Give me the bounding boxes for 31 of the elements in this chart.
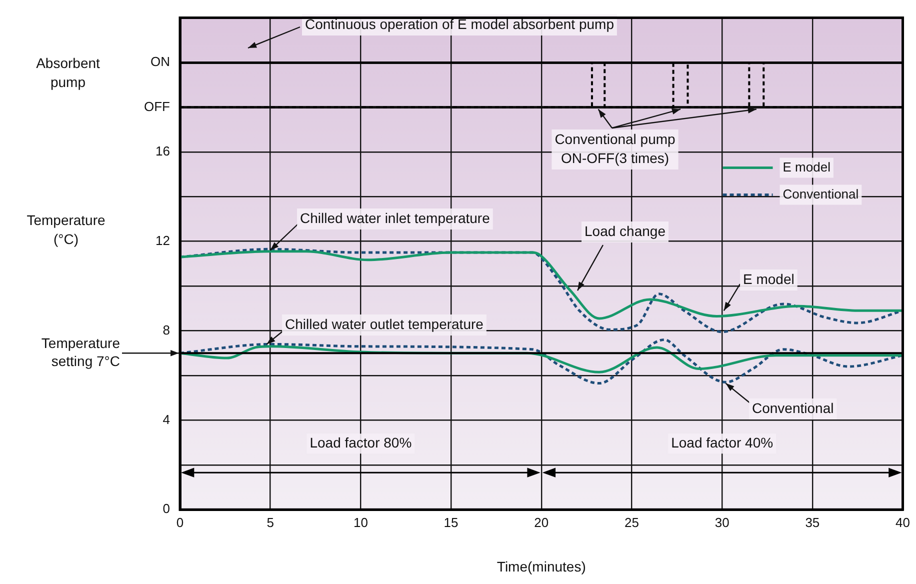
y-axis-title: Temperature (°C) <box>26 212 106 248</box>
annotation: Load change <box>584 222 666 239</box>
annotation: Load factor 40% <box>671 434 774 450</box>
x-axis-title: Time(minutes) <box>496 558 586 574</box>
y-tick-label: 8 <box>162 322 170 338</box>
x-tick-label: 40 <box>896 514 910 530</box>
x-tick-label: 5 <box>266 514 274 530</box>
y-tick-label: OFF <box>144 98 170 114</box>
x-tick-label: 30 <box>714 514 730 530</box>
x-tick-label: 0 <box>176 514 184 530</box>
x-tick-label: 10 <box>353 514 368 530</box>
annotation: E model <box>743 270 794 287</box>
ref-line-label: Temperature setting 7°C <box>41 334 120 369</box>
x-tick-label: 20 <box>534 514 549 530</box>
y-tick-label: 0 <box>162 501 170 516</box>
annotation: Continuous operation of E model absorbent pump <box>305 16 614 32</box>
annotation: Conventional <box>752 400 834 416</box>
y-tick-label: 16 <box>156 144 170 159</box>
legend-label: E model <box>782 159 831 174</box>
x-tick-label: 25 <box>624 514 639 530</box>
x-tick-label: 15 <box>444 514 458 530</box>
annotation: Chilled water inlet temperature <box>300 210 490 226</box>
y-tick-label: 4 <box>162 412 170 427</box>
legend-label: Conventional <box>782 186 859 202</box>
annotation: Conventional pump ON-OFF(3 times) <box>554 130 676 166</box>
y-tick-label: 12 <box>156 232 170 248</box>
y-tick-label: ON <box>150 54 170 70</box>
annotation: Load factor 80% <box>310 434 412 450</box>
annotation: Chilled water outlet temperature <box>285 316 484 332</box>
text: Absorbent pump <box>36 54 100 90</box>
x-tick-label: 35 <box>805 514 820 530</box>
